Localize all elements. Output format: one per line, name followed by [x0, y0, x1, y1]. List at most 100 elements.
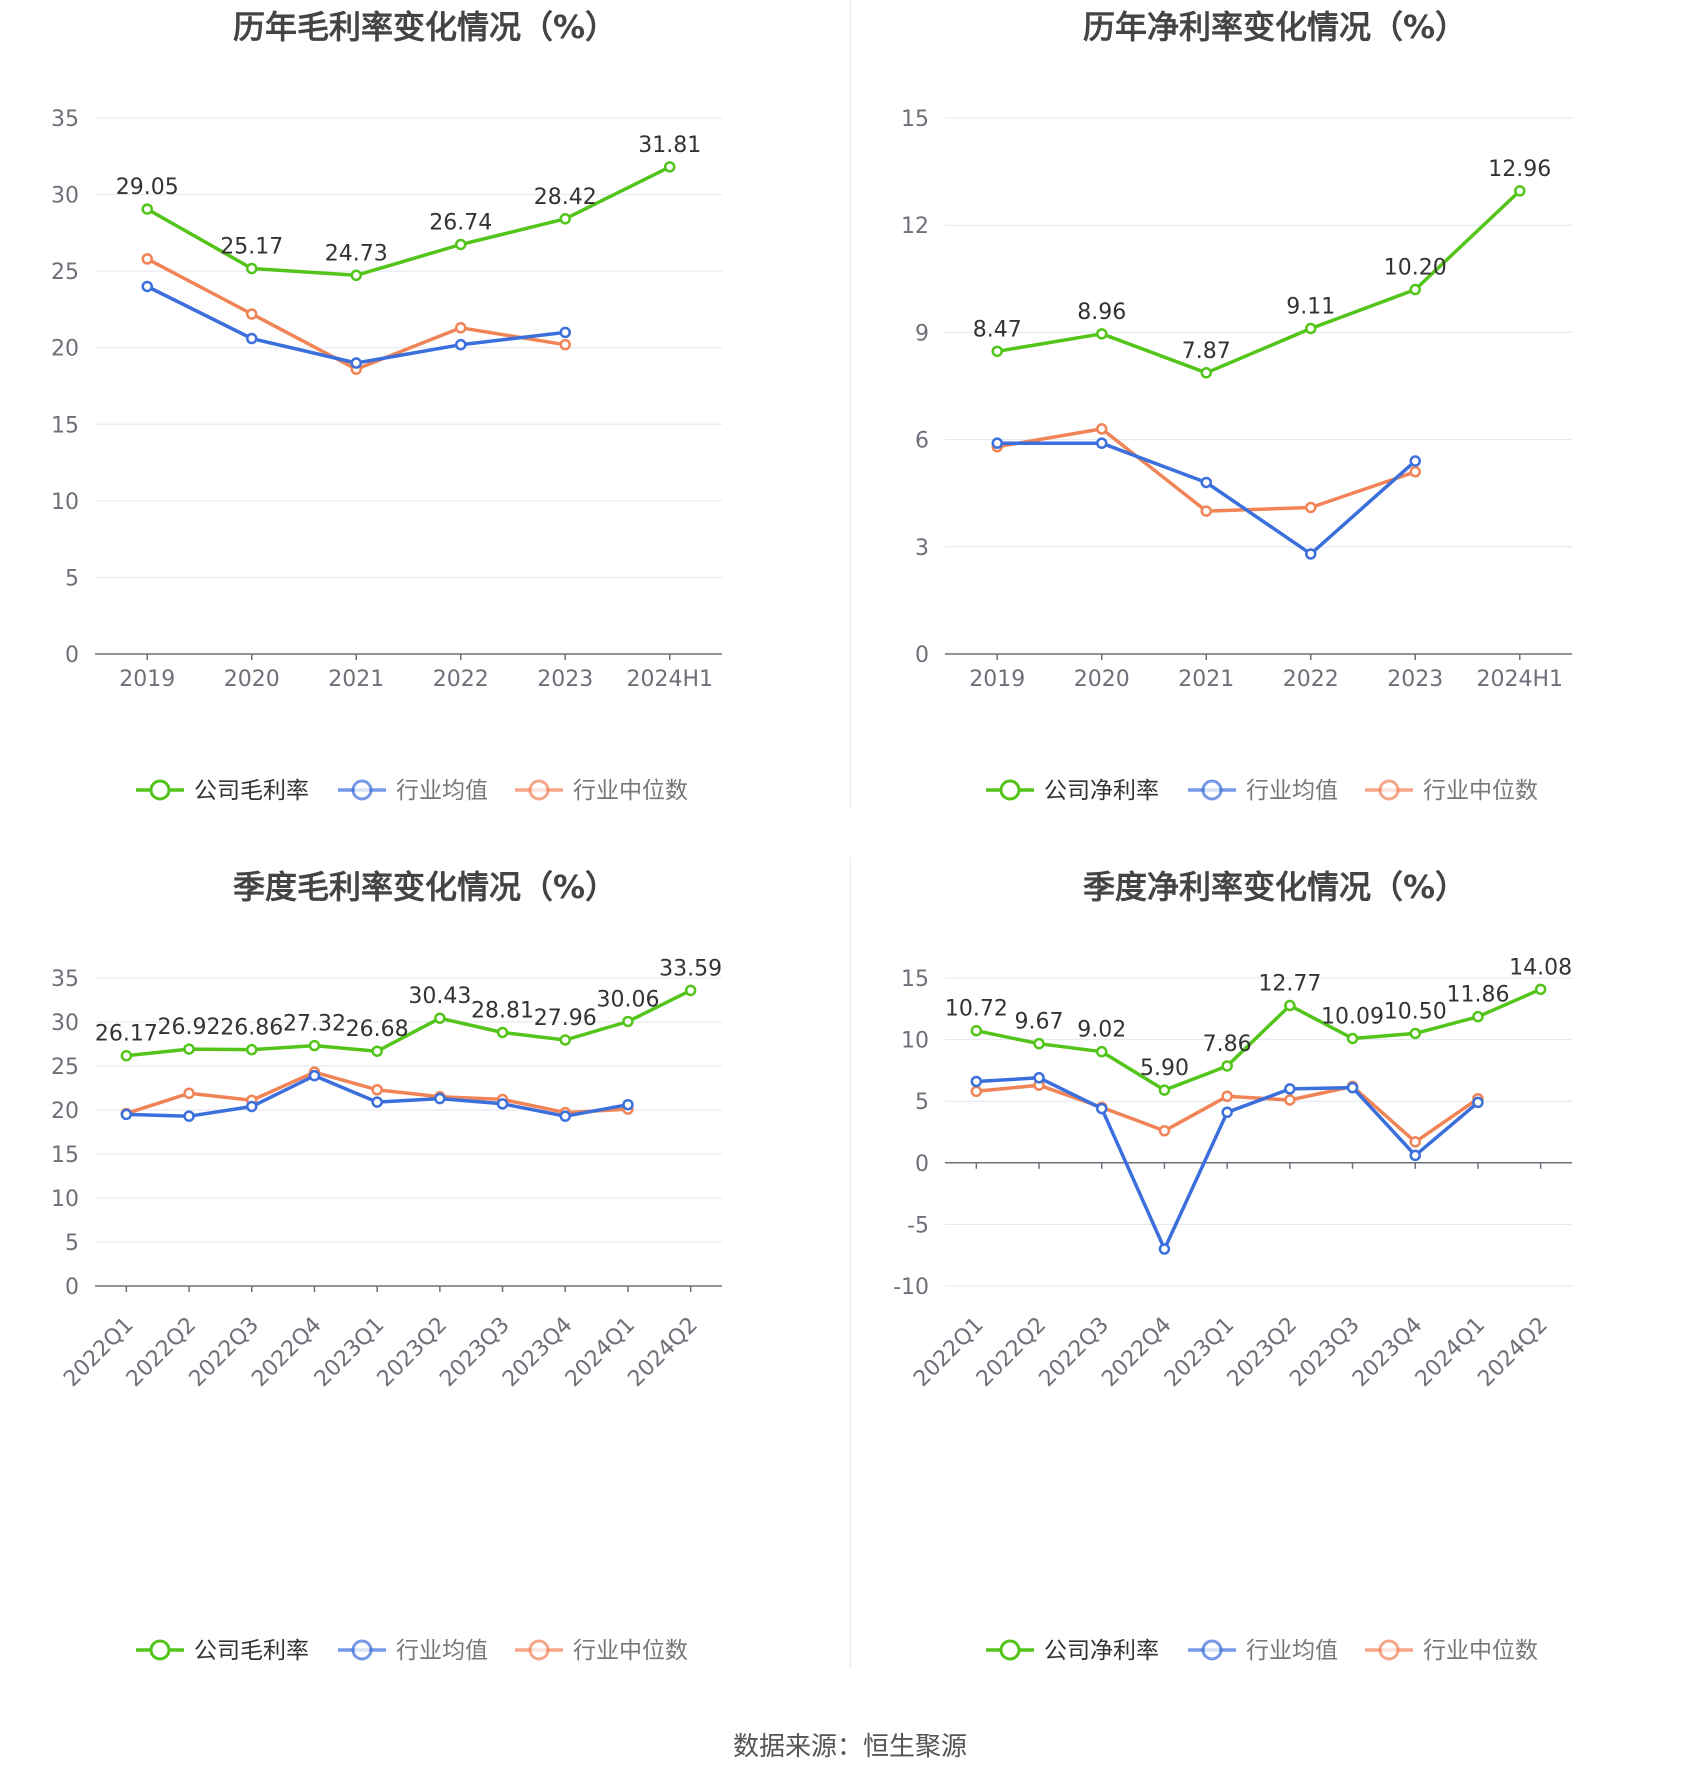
data-point — [371, 1045, 383, 1057]
data-point — [141, 280, 153, 293]
data-point — [559, 213, 571, 225]
data-point — [120, 1108, 133, 1121]
data-point — [350, 269, 362, 282]
data-point — [1221, 1090, 1233, 1103]
legend-item: 公司净利率 — [986, 778, 1159, 804]
data-point — [455, 322, 467, 334]
legend-marker — [528, 779, 550, 801]
chart-panel-annual-gross-margin: 历年毛利率变化情况（%） 0 5 10 15 20 25 30 35 2019 2020 2021 2… — [0, 0, 850, 860]
y-tick-label: 25 — [51, 1055, 79, 1080]
legend-label: 行业均值 — [1246, 1638, 1338, 1664]
y-tick-label: 35 — [51, 107, 79, 132]
data-point — [455, 238, 467, 251]
series-line — [146, 284, 566, 365]
data-label: 26.17 — [95, 1022, 158, 1047]
data-label: 12.96 — [1488, 157, 1551, 182]
y-tick-label: 10 — [901, 1029, 929, 1054]
panel-divider — [850, 0, 851, 810]
x-tick-label: 2021 — [328, 667, 384, 692]
data-point — [1409, 283, 1421, 296]
data-label: 31.81 — [638, 133, 701, 158]
data-label: 7.87 — [1182, 339, 1231, 364]
data-label: 28.42 — [534, 185, 597, 210]
legend-marker — [999, 1639, 1021, 1661]
data-point — [1096, 1045, 1108, 1058]
data-point — [496, 1098, 509, 1110]
data-label: 7.86 — [1203, 1032, 1252, 1057]
line-chart: 0 3 6 9 12 15 2019 2020 2021 2022 2023 2024H1 8.47 8.… — [901, 107, 1572, 804]
x-tick-label: 2024H1 — [1476, 667, 1563, 692]
y-tick-label: 15 — [51, 1143, 79, 1168]
data-point — [1158, 1084, 1171, 1096]
data-point — [1514, 185, 1526, 197]
chart-title: 季度净利率变化情况（%） — [1082, 868, 1468, 906]
legend-item: 行业均值 — [1188, 1638, 1338, 1664]
y-tick-label: 9 — [915, 321, 929, 346]
data-label: 26.74 — [429, 210, 492, 235]
data-label: 10.09 — [1321, 1004, 1384, 1029]
data-point — [1033, 1072, 1045, 1084]
x-tick-label: 2024H1 — [626, 667, 713, 692]
legend-marker — [1378, 1639, 1400, 1661]
y-tick-label: 30 — [51, 1011, 79, 1036]
series-line — [997, 441, 1417, 556]
data-label: 30.43 — [408, 984, 471, 1009]
y-tick-label: 15 — [901, 107, 929, 132]
data-point — [1200, 476, 1212, 489]
legend-label: 公司毛利率 — [194, 778, 309, 804]
data-point — [434, 1012, 446, 1024]
chart-panel-quarterly-gross-margin: 季度毛利率变化情况（%） 0 5 10 15 20 25 30 35 2022Q1 2022Q2 2… — [0, 860, 850, 1720]
data-point — [1346, 1081, 1359, 1094]
y-tick-label: 0 — [915, 1152, 929, 1177]
data-point — [1346, 1032, 1359, 1045]
data-point — [183, 1043, 195, 1055]
data-point — [684, 984, 697, 997]
legend-item: 公司毛利率 — [136, 778, 309, 804]
data-point — [371, 1084, 383, 1096]
data-point — [1033, 1037, 1045, 1050]
legend-item: 行业中位数 — [1365, 778, 1538, 804]
data-label: 28.81 — [471, 998, 534, 1023]
data-point — [141, 203, 153, 215]
data-point — [559, 1034, 571, 1046]
data-label: 8.47 — [973, 317, 1022, 342]
y-tick-label: 35 — [51, 967, 79, 992]
data-label: 11.86 — [1446, 983, 1509, 1008]
data-point — [1096, 437, 1108, 449]
y-tick-label: 6 — [915, 429, 929, 454]
y-tick-label: -10 — [893, 1275, 929, 1300]
data-point — [1409, 1136, 1421, 1148]
series-line — [126, 988, 692, 1058]
data-point — [991, 437, 1003, 449]
data-point — [183, 1110, 195, 1122]
data-point — [350, 357, 362, 369]
legend-label: 行业均值 — [1246, 778, 1338, 804]
data-point — [1409, 1027, 1421, 1040]
data-point — [308, 1039, 321, 1052]
chart-title: 季度毛利率变化情况（%） — [232, 868, 618, 906]
data-label: 29.05 — [116, 175, 179, 200]
data-point — [622, 1098, 634, 1111]
data-point — [1409, 466, 1421, 478]
x-tick-label: 2023 — [1387, 667, 1443, 692]
data-label: 9.11 — [1286, 294, 1335, 319]
y-tick-label: 5 — [65, 566, 79, 591]
data-point — [1221, 1060, 1233, 1072]
y-tick-label: 0 — [915, 643, 929, 668]
data-point — [1096, 423, 1108, 435]
data-point — [246, 1100, 258, 1113]
y-tick-label: 0 — [65, 1275, 79, 1300]
data-label: 26.86 — [220, 1016, 283, 1041]
legend-item: 行业中位数 — [1365, 1638, 1538, 1664]
data-point — [496, 1026, 509, 1039]
data-point — [1305, 548, 1317, 560]
data-point — [1305, 322, 1317, 335]
data-point — [1409, 1149, 1421, 1162]
data-point — [1158, 1125, 1171, 1137]
data-label: 27.32 — [283, 1012, 346, 1037]
data-point — [970, 1075, 983, 1088]
legend-label: 行业中位数 — [1423, 778, 1538, 804]
data-label: 14.08 — [1509, 955, 1572, 980]
legend-label: 行业中位数 — [573, 778, 688, 804]
legend-marker — [1201, 779, 1223, 801]
